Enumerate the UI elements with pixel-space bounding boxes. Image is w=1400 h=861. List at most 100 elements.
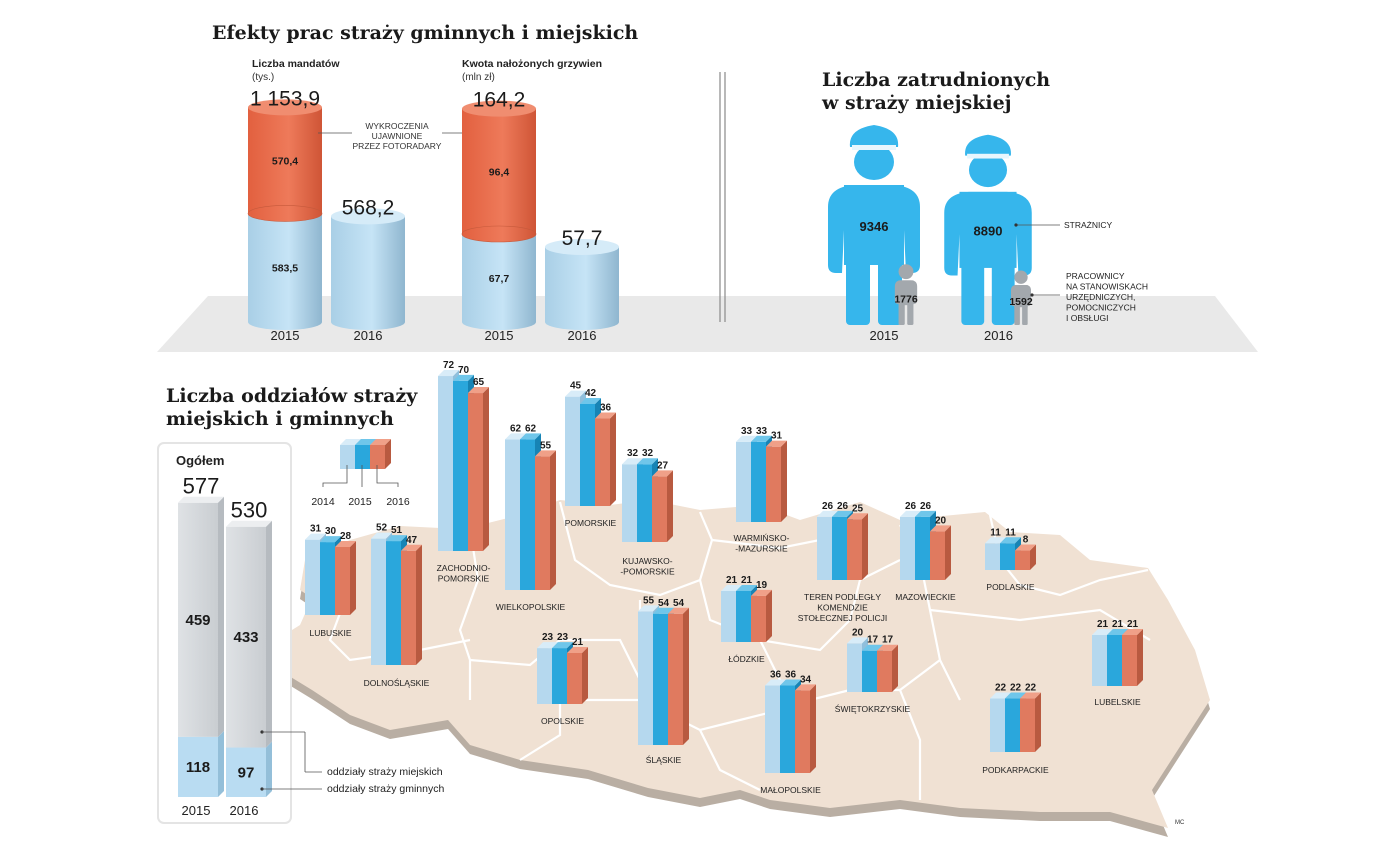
bar-2015 <box>1005 698 1020 752</box>
segment-label: 96,4 <box>489 166 510 178</box>
bar-2015 <box>637 464 652 542</box>
bar-value-label: 17 <box>882 635 894 646</box>
total-miejskie-2016-top <box>226 520 272 527</box>
bar-2015-top <box>520 433 541 440</box>
bar-2014 <box>638 611 653 745</box>
bar-value-label: 52 <box>376 523 388 534</box>
bar-2016 <box>877 650 892 692</box>
bar-2016-top <box>1015 544 1036 551</box>
cylinder-base-2016 <box>545 246 619 322</box>
total-miejskie-2016-side <box>266 520 272 748</box>
bar-2016 <box>1015 550 1030 570</box>
bar-2015 <box>751 441 766 522</box>
bar-2016-top <box>335 540 356 547</box>
region-podlaskie: 11 11 8 PODLASKIE <box>985 527 1036 592</box>
bar-value-label: 22 <box>995 683 1007 694</box>
legend-bar-2016-side <box>385 439 391 469</box>
bar-2016-top <box>668 607 689 614</box>
total-miejskie-label: 433 <box>233 629 258 646</box>
region-name: STOŁECZNEJ POLICJI <box>798 613 888 623</box>
bar-2015 <box>1107 634 1122 686</box>
worker-series-name: POMOCNICZYCH <box>1066 303 1136 313</box>
bar-value-label: 20 <box>852 627 864 638</box>
bar-2014 <box>622 464 637 542</box>
bar-2014 <box>736 441 751 522</box>
bar-value-label: 54 <box>658 598 670 609</box>
bar-2014 <box>438 376 453 551</box>
cylinder-fotoradar-2015 <box>462 108 536 234</box>
bar-2016-top <box>567 646 588 653</box>
worker-value-2016: 1592 <box>1009 296 1033 308</box>
guard-value-2015: 9346 <box>860 219 889 234</box>
bar-value-label: 62 <box>510 423 522 434</box>
signature: MC <box>1175 820 1185 826</box>
region-name: OPOLSKIE <box>541 716 584 726</box>
region-name: POMORSKIE <box>438 574 490 584</box>
bar-value-label: 30 <box>325 526 337 537</box>
bar-2016-top <box>847 513 868 520</box>
cylinder-seam <box>461 225 537 243</box>
bar-2016-side <box>945 525 951 580</box>
mandaty-unit: (tys.) <box>252 72 274 83</box>
bar-2016-side <box>1030 544 1036 570</box>
grzywny-unit: (mln zł) <box>462 72 495 83</box>
bar-2014-top <box>985 537 1006 544</box>
bar-value-label: 31 <box>310 524 322 535</box>
total-sum-2016: 530 <box>231 498 268 523</box>
bar-2014 <box>505 439 520 590</box>
bar-2014-top <box>638 605 659 612</box>
bar-2014-top <box>990 692 1011 699</box>
oddzialy-title-1: Liczba oddziałów straży <box>166 385 418 407</box>
bar-2016-top <box>1020 692 1041 699</box>
bar-value-label: 22 <box>1025 683 1037 694</box>
bar-value-label: 42 <box>585 388 597 399</box>
bar-2014-top <box>765 679 786 686</box>
bar-2015 <box>915 516 930 580</box>
bar-2016 <box>401 550 416 665</box>
bar-2016-side <box>862 513 868 580</box>
bar-2015-top <box>1000 537 1021 544</box>
bar-2014-top <box>847 637 868 644</box>
region-name: ŚWIĘTOKRZYSKIE <box>835 703 911 714</box>
bar-2016-side <box>892 644 898 692</box>
bar-2014 <box>305 539 320 615</box>
bar-value-label: 21 <box>572 637 584 648</box>
legend-miejskie: oddziały straży miejskich <box>327 766 443 778</box>
total-miejskie-label: 459 <box>185 612 210 629</box>
legend-year-2014: 2014 <box>311 496 335 508</box>
bar-value-label: 55 <box>540 440 552 451</box>
bar-value-label: 26 <box>920 501 932 512</box>
annotation-line-2: UJAWNIONE <box>372 131 423 141</box>
bar-2015-top <box>552 642 573 649</box>
bar-value-label: 32 <box>627 448 639 459</box>
oddzialy-title-2: miejskich i gminnych <box>166 408 394 430</box>
grzywny-chart: 67,7 96,4 164,2 2015 57,7 2016 <box>461 89 619 343</box>
bar-2015 <box>552 648 567 704</box>
region-name: WIELKOPOLSKIE <box>496 602 566 612</box>
bar-2016-side <box>781 440 787 522</box>
bar-value-label: 21 <box>1097 619 1109 630</box>
bar-value-label: 65 <box>473 377 485 388</box>
total-gminne-2016 <box>226 747 266 797</box>
bar-2016 <box>1020 698 1035 752</box>
bar-2016 <box>535 456 550 590</box>
bar-2015-top <box>832 510 853 517</box>
bar-value-label: 33 <box>741 426 753 437</box>
bar-value-label: 36 <box>785 670 797 681</box>
cylinder-base-2016 <box>331 216 405 322</box>
bar-2015-top <box>751 435 772 442</box>
total-gminne-label: 118 <box>186 759 210 776</box>
region-name: WARMIŃSKO- <box>734 533 790 543</box>
year-label-2016: 2016 <box>984 328 1013 343</box>
total-gminne-2015-side <box>218 730 224 797</box>
total-miejskie-2015-side <box>218 496 224 737</box>
region-name: ŁÓDZKIE <box>728 654 765 664</box>
bar-2016 <box>595 418 610 506</box>
bar-value-label: 17 <box>867 635 879 646</box>
bar-2016-top <box>535 450 556 457</box>
